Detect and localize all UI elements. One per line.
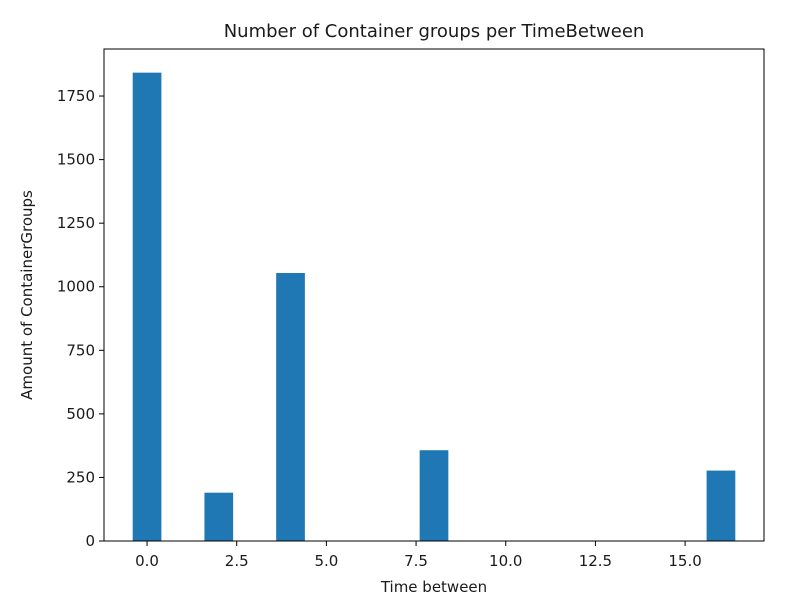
histogram-bar-3 — [419, 450, 449, 541]
y-axis-ticks: 0 250 500 750 1000 1250 1500 1750 — [57, 87, 104, 550]
y-tick-label-1: 250 — [66, 468, 95, 486]
histogram-bar-2 — [276, 273, 305, 541]
histogram-bar-1 — [204, 492, 234, 541]
chart-title: Number of Container groups per TimeBetwe… — [224, 21, 645, 42]
histogram-bar-4 — [706, 470, 736, 541]
y-tick-label-4: 1000 — [57, 278, 95, 296]
y-tick-label-3: 750 — [66, 341, 95, 359]
x-axis-label: Time between — [380, 578, 487, 596]
x-tick-label-0: 0.0 — [135, 552, 159, 570]
y-tick-label-0: 0 — [85, 532, 95, 550]
plot-area-frame — [103, 48, 765, 542]
y-tick-label-5: 1250 — [57, 214, 95, 232]
bars-layer — [132, 72, 736, 541]
x-tick-label-3: 7.5 — [404, 552, 428, 570]
x-tick-label-5: 12.5 — [579, 552, 612, 570]
y-tick-label-6: 1500 — [57, 151, 95, 169]
x-tick-label-1: 2.5 — [225, 552, 249, 570]
x-axis-ticks: 0.0 2.5 5.0 7.5 10.0 12.5 15.0 — [135, 541, 702, 570]
x-tick-label-2: 5.0 — [314, 552, 338, 570]
y-axis-label: Amount of ContainerGroups — [18, 190, 36, 400]
y-tick-label-7: 1750 — [57, 87, 95, 105]
x-tick-label-4: 10.0 — [489, 552, 522, 570]
y-tick-label-2: 500 — [66, 405, 95, 423]
histogram-bar-0 — [132, 72, 162, 541]
x-tick-label-6: 15.0 — [668, 552, 701, 570]
